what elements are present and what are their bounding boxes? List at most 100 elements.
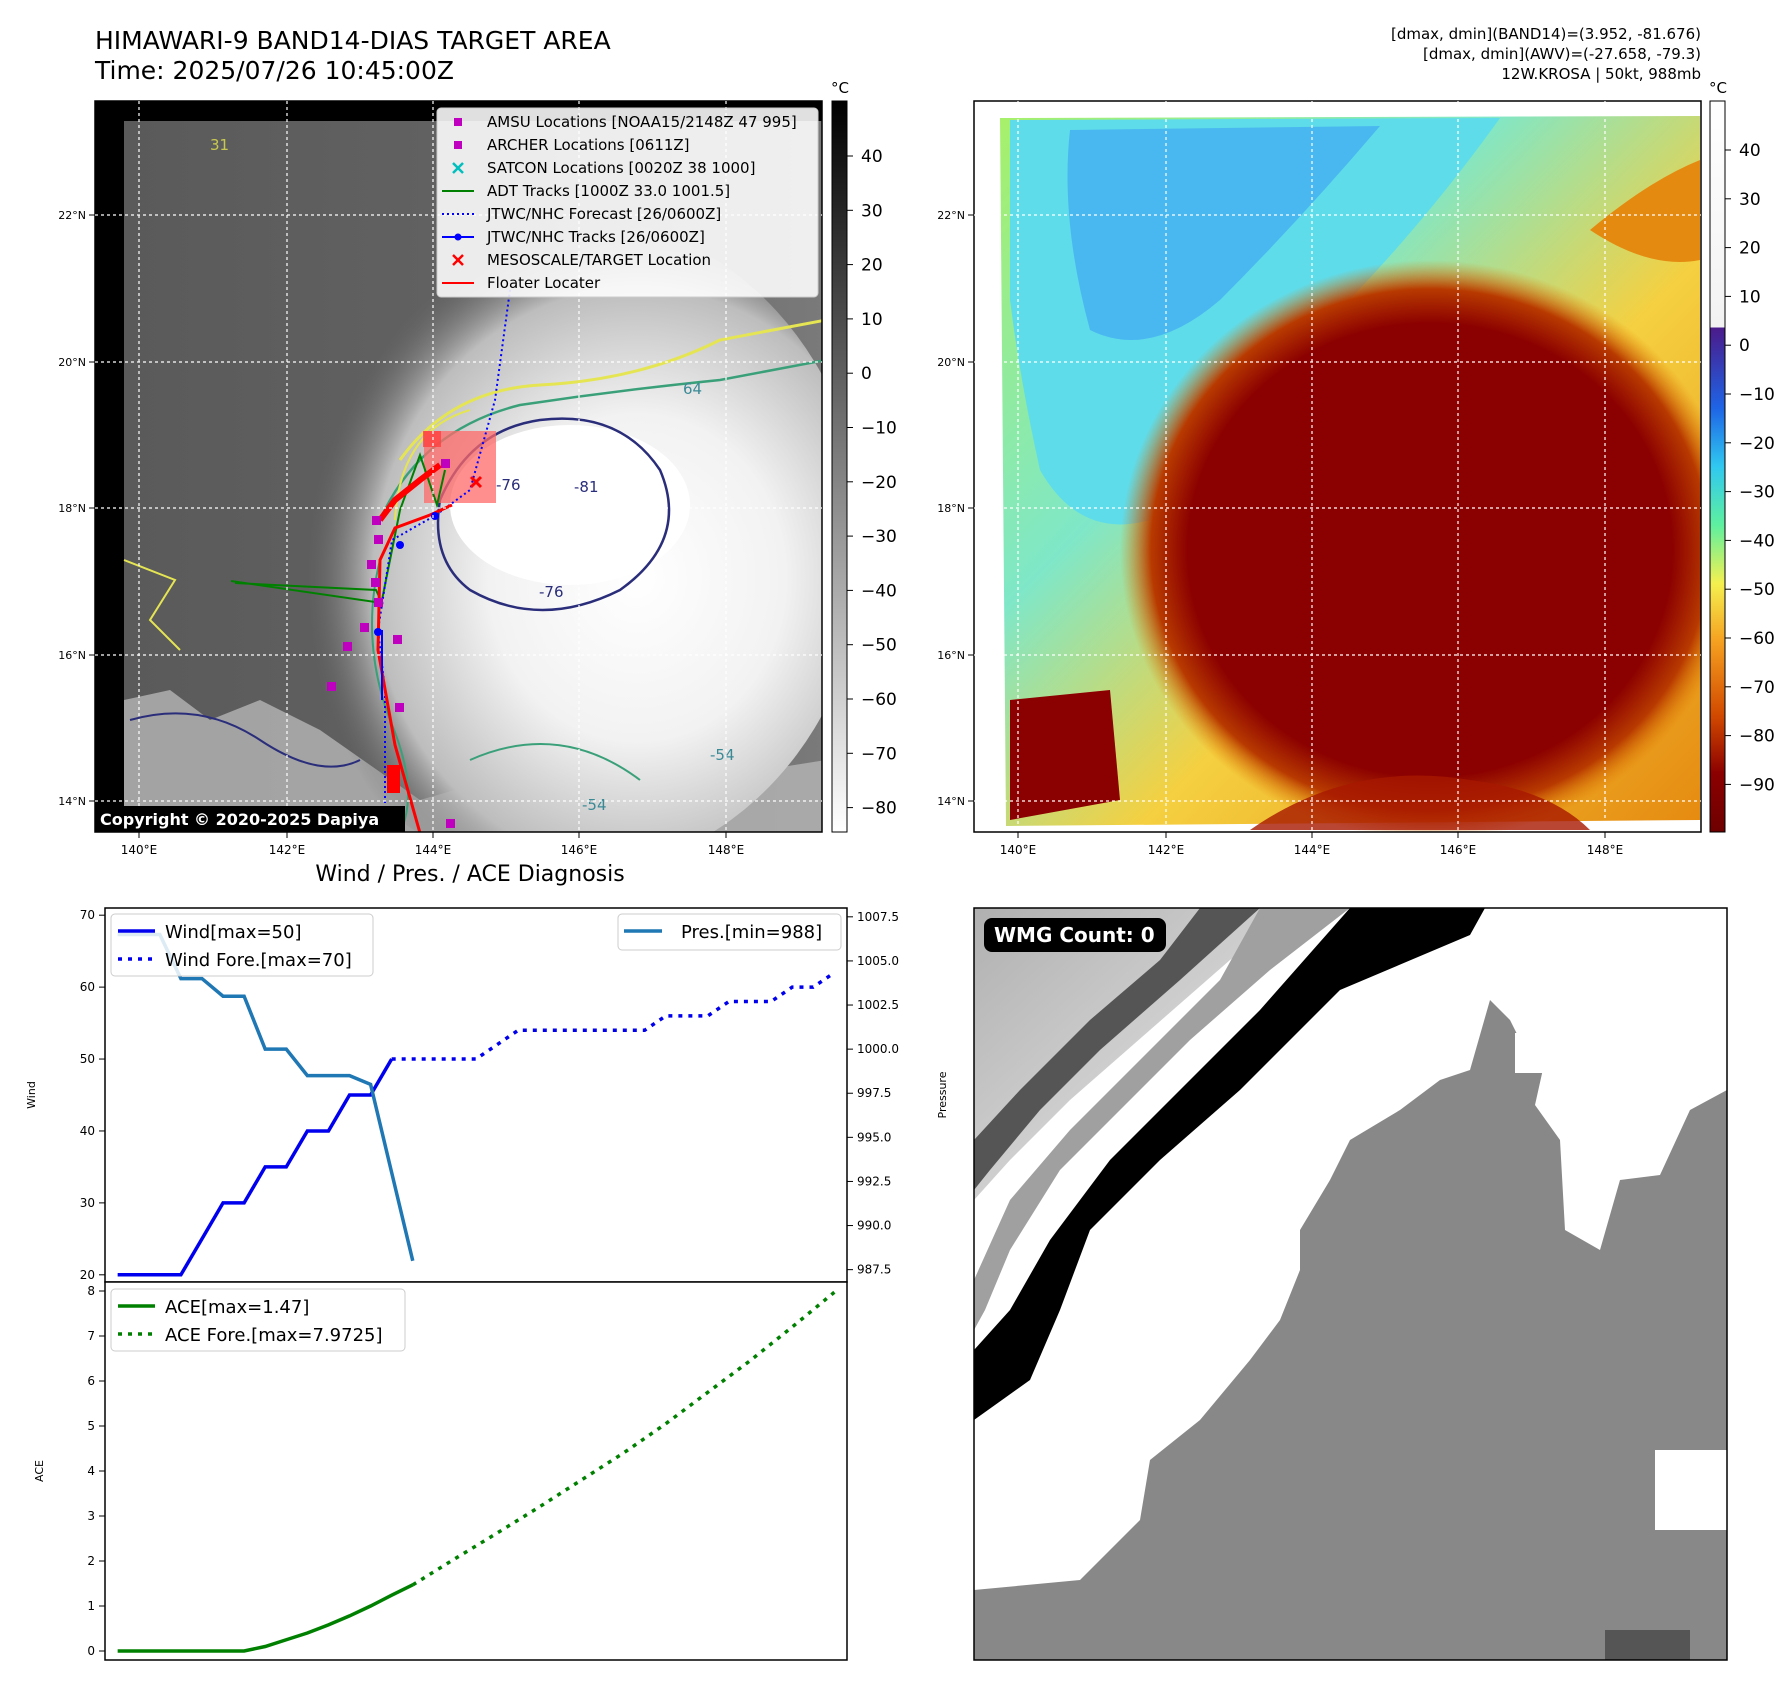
lat-tick-label: 14°N xyxy=(58,795,86,808)
wmg-gray-region xyxy=(974,1000,1727,1660)
colorbar-wv-unit: °C xyxy=(1709,79,1727,97)
colorbar-tick-label: −30 xyxy=(1739,483,1775,503)
wmg-hole xyxy=(1515,1033,1545,1073)
colorbar-tick-label: −60 xyxy=(861,690,897,710)
info-awv: [dmax, dmin](AWV)=(-27.658, -79.3) xyxy=(1422,45,1701,63)
floater-track xyxy=(376,503,453,832)
ace-y-tick-label: 7 xyxy=(87,1329,95,1343)
colorbar-tick-label: −10 xyxy=(861,419,897,439)
lat-tick-label: 16°N xyxy=(58,649,86,662)
lon-tick-label: 144°E xyxy=(415,843,452,857)
floater-cluster xyxy=(377,462,442,522)
map-legend: AMSU Locations [NOAA15/2148Z 47 995] ARCH… xyxy=(436,107,819,298)
colorbar-tick-label: −20 xyxy=(861,473,897,493)
legend-marker xyxy=(452,254,464,266)
lat-tick-label: 18°N xyxy=(937,502,965,515)
lon-tick-label: 142°E xyxy=(1148,843,1185,857)
legend-marker xyxy=(454,141,462,149)
colorbar-tick-label: −30 xyxy=(861,527,897,547)
colorbar-tick-label: 40 xyxy=(861,147,883,167)
legend-label: Wind[max=50] xyxy=(165,922,302,943)
pressure-y-tick-label: 987.5 xyxy=(857,1263,891,1277)
pressure-y-tick-label: 1005.0 xyxy=(857,954,899,968)
figure-title: HIMAWARI-9 BAND14-DIAS TARGET AREA xyxy=(95,26,611,55)
colorbar-ir xyxy=(831,100,848,833)
series-line xyxy=(411,1290,836,1587)
colorbar-tick-label: −50 xyxy=(1739,580,1775,600)
target-marker xyxy=(469,475,483,489)
ace-y-tick-label: 5 xyxy=(87,1419,95,1433)
legend-label: MESOSCALE/TARGET Location xyxy=(487,251,711,269)
lon-tick-label: 144°E xyxy=(1294,843,1331,857)
wmg-hole xyxy=(1655,1450,1727,1530)
legend-label: SATCON Locations [0020Z 38 1000] xyxy=(487,159,755,177)
lon-tick-label: 148°E xyxy=(708,843,745,857)
copyright-box xyxy=(95,806,405,832)
lon-tick-label: 140°E xyxy=(1000,843,1037,857)
wind-y-tick-label: 70 xyxy=(80,908,95,922)
pressure-legend-box xyxy=(617,913,842,951)
wmg-gray-zone xyxy=(974,908,1300,1200)
pressure-y-tick-label: 992.5 xyxy=(857,1174,891,1188)
ace-y-tick-label: 4 xyxy=(87,1464,95,1478)
colorbar-tick-label: 30 xyxy=(1739,190,1761,210)
contour-navy-core xyxy=(436,417,671,612)
ace-axis-label: ACE xyxy=(33,1460,46,1482)
floater-marker-south xyxy=(387,765,400,793)
lat-tick-label: 18°N xyxy=(58,502,86,515)
pressure-y-tick-label: 990.0 xyxy=(857,1219,891,1233)
wind-legend-box xyxy=(110,913,374,977)
colorbar-wv xyxy=(1709,100,1726,833)
info-band14: [dmax, dmin](BAND14)=(3.952, -81.676) xyxy=(1390,25,1701,43)
contour-teal-north xyxy=(378,359,822,521)
colorbar-tick-label: −50 xyxy=(861,636,897,656)
colorbar-tick-label: −40 xyxy=(861,581,897,601)
amsu-markers xyxy=(327,459,455,828)
wmg-label-box xyxy=(984,918,1166,952)
pressure-y-tick-label: 1007.5 xyxy=(857,910,899,924)
wind-y-tick-label: 40 xyxy=(80,1124,95,1138)
colorbar-ir-unit: °C xyxy=(831,79,849,97)
ir-map-frame xyxy=(94,100,823,833)
legend-label: ADT Tracks [1000Z 33.0 1001.5] xyxy=(487,182,730,200)
colorbar-tick-label: 40 xyxy=(1739,141,1761,161)
colorbar-tick-label: −20 xyxy=(1739,434,1775,454)
ir-core xyxy=(450,425,690,585)
colorbar-tick-label: −70 xyxy=(861,744,897,764)
wv-typhoon-core xyxy=(1120,260,1701,832)
contour-label: 31 xyxy=(210,136,229,154)
wv-dry-core xyxy=(1067,126,1380,340)
legend-label: Pres.[min=988] xyxy=(681,922,822,943)
contour-yellow-sw xyxy=(123,559,181,651)
legend-label: Wind Fore.[max=70] xyxy=(165,950,352,971)
wmg-black-band xyxy=(974,908,1485,1420)
lon-tick-label: 140°E xyxy=(121,843,158,857)
wv-map-ticks: 140°E 142°E 144°E 146°E 148°E 22°N 20°N 18°N 16°… xyxy=(937,209,1623,857)
wind-y-tick-label: 20 xyxy=(80,1268,95,1282)
lat-tick-label: 22°N xyxy=(58,209,86,222)
pressure-y-tick-label: 1000.0 xyxy=(857,1042,899,1056)
diagnosis-title: Wind / Pres. / ACE Diagnosis xyxy=(315,862,625,887)
colorbar-tick-label: −10 xyxy=(1739,385,1775,405)
legend-marker xyxy=(454,233,462,241)
jtwc-forecast-line xyxy=(376,289,511,832)
wv-map-frame xyxy=(973,100,1702,833)
colorbar-ir-ticks: 40 30 20 10 0 −10 −20 −30 −40 −50 −60 −70 −80 xyxy=(847,147,897,819)
contour-yellow-north xyxy=(398,319,822,461)
contour-label: -81 xyxy=(574,478,599,496)
contour-label: -76 xyxy=(539,583,564,601)
pressure-y-tick-label: 1002.5 xyxy=(857,998,899,1012)
lon-tick-label: 142°E xyxy=(269,843,306,857)
colorbar-tick-label: 20 xyxy=(1739,239,1761,259)
contour-label: -54 xyxy=(710,746,735,764)
lat-tick-label: 20°N xyxy=(58,356,86,369)
colorbar-tick-label: 10 xyxy=(861,310,883,330)
colorbar-tick-label: −80 xyxy=(1739,727,1775,747)
series-line xyxy=(391,971,836,1061)
colorbar-tick-label: −70 xyxy=(1739,678,1775,698)
pressure-y-tick-label: 997.5 xyxy=(857,1086,891,1100)
wv-ne-band xyxy=(1590,160,1700,262)
lat-tick-label: 20°N xyxy=(937,356,965,369)
legend-label: JTWC/NHC Tracks [26/0600Z] xyxy=(486,228,705,246)
